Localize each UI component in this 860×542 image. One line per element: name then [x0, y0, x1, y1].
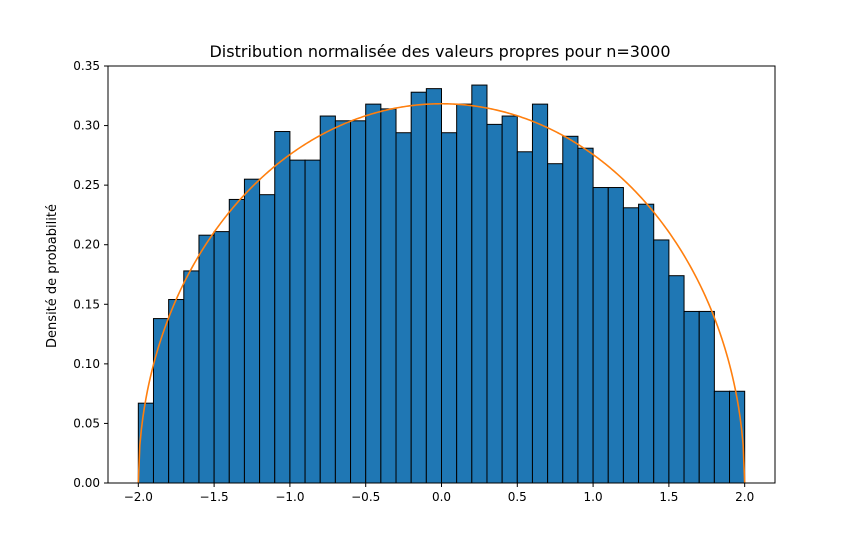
density-curve-layer [137, 102, 746, 484]
histogram-bar [683, 310, 700, 484]
y-tick-label: 0.25 [73, 178, 100, 192]
x-tick-label: 2.0 [735, 490, 754, 504]
y-axis-label: Densité de probabilité [45, 204, 60, 348]
y-axis-ticks: 0.00 0.05 0.10 0.15 0.20 0.25 0.30 0.35 [73, 59, 108, 490]
histogram-bar [653, 239, 670, 484]
x-tick-label: 1.0 [584, 490, 603, 504]
histogram-bar [365, 103, 382, 484]
histogram-bar [334, 120, 352, 484]
histogram-bar [274, 131, 291, 484]
histogram-bar [668, 275, 685, 484]
histogram-bar [410, 91, 427, 484]
histogram-bar [213, 231, 230, 484]
y-tick-label: 0.35 [73, 59, 100, 73]
x-tick-label: 1.5 [659, 490, 678, 504]
histogram-bar [183, 270, 200, 484]
x-tick-label: 0.0 [432, 490, 451, 504]
histogram-bar [152, 318, 170, 484]
histogram-bar [319, 115, 336, 484]
x-tick-label: −2.0 [124, 490, 153, 504]
histogram-bar [289, 159, 306, 484]
y-tick-label: 0.20 [73, 238, 100, 252]
histogram-bar [531, 103, 549, 484]
x-tick-label: 0.5 [508, 490, 527, 504]
y-tick-label: 0.00 [73, 476, 100, 490]
histogram-bar [501, 115, 518, 484]
histogram-bar [577, 147, 594, 484]
histogram-bar [562, 135, 579, 484]
x-tick-label: −1.0 [275, 490, 304, 504]
histogram-bar [456, 103, 473, 484]
y-tick-label: 0.10 [73, 357, 100, 371]
y-tick-label: 0.15 [73, 297, 100, 311]
x-tick-label: −0.5 [351, 490, 380, 504]
histogram-bar [516, 151, 533, 484]
x-axis-ticks: −2.0 −1.5 −1.0 −0.5 0.0 0.5 1.0 1.5 2.0 [124, 483, 754, 504]
histogram-bar [425, 88, 443, 484]
density-curve [137, 102, 746, 484]
chart-title: Distribution normalisée des valeurs prop… [209, 42, 670, 61]
y-tick-label: 0.30 [73, 119, 100, 133]
y-tick-label: 0.05 [73, 416, 100, 430]
histogram-bars [137, 84, 746, 484]
histogram-bar [304, 159, 321, 484]
histogram-bar [350, 120, 367, 484]
histogram-bar [698, 310, 715, 484]
histogram-bar [259, 194, 276, 484]
histogram-bar [486, 123, 503, 484]
histogram-bar [395, 132, 412, 484]
histogram-bar [713, 390, 731, 484]
histogram-bar [441, 132, 458, 484]
histogram-bar [607, 187, 624, 484]
histogram-bar [168, 299, 185, 484]
histogram-bar [547, 163, 564, 484]
histogram-bar [638, 203, 655, 484]
x-tick-label: −1.5 [200, 490, 229, 504]
histogram-bar [471, 84, 488, 484]
histogram-bar [380, 108, 397, 484]
histogram-bar [228, 198, 245, 484]
histogram-bar [198, 234, 215, 484]
histogram-bar [592, 187, 609, 484]
histogram-bar [243, 178, 261, 484]
histogram-bar [622, 207, 640, 484]
